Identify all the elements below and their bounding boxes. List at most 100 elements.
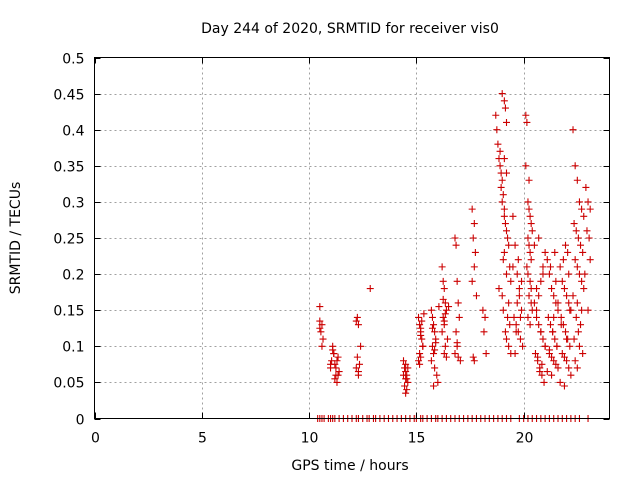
data-point-marker [353,353,361,361]
y-tick-label: 0.05 [53,376,84,392]
data-point-marker [500,212,508,220]
data-point-marker [573,263,581,271]
data-point-marker [417,324,425,332]
y-tick-label: 0.1 [62,340,84,356]
data-point-marker [543,368,551,376]
data-point-marker [562,241,570,249]
data-point-marker [558,277,566,285]
data-point-marker [431,364,439,372]
data-point-marker [334,371,342,379]
data-point-marker [434,378,442,386]
data-point-marker [334,353,342,361]
data-point-marker [525,176,533,184]
data-point-marker [527,220,535,228]
data-point-marker [354,321,362,329]
data-point-marker [573,364,581,372]
data-point-marker [498,90,506,98]
data-point-marker [453,277,461,285]
data-point-marker [503,270,510,278]
data-point-marker [557,321,565,329]
data-point-marker [416,321,424,329]
data-point-marker [524,270,532,278]
data-point-marker [522,162,530,170]
data-point-marker [501,104,509,112]
data-point-marker [545,270,553,278]
data-point-marker [443,335,451,343]
data-point-marker [584,306,592,314]
data-point-marker [500,155,508,163]
plot-frame [94,57,610,419]
data-point-marker [573,299,581,307]
data-point-marker [579,248,587,256]
data-point-marker [451,350,459,358]
data-point-marker [417,331,425,339]
data-point-marker [571,162,579,170]
data-point-marker [356,360,364,368]
data-point-marker [567,371,575,379]
data-point-marker [455,313,463,321]
data-point-marker [504,234,512,242]
data-point-marker [552,360,560,368]
data-point-marker [550,357,558,365]
data-point-marker [470,220,478,228]
data-point-marker [469,353,477,361]
data-point-marker [454,353,462,361]
data-point-marker [500,248,508,256]
data-point-marker [539,335,547,343]
data-point-marker [577,241,585,249]
data-point-marker [522,111,530,119]
data-point-marker [403,386,411,394]
data-point-marker [428,342,436,350]
data-point-marker [512,321,520,329]
data-point-marker [427,357,435,365]
data-point-marker [534,353,542,361]
data-point-marker [400,371,407,379]
data-point-marker [574,234,582,242]
data-point-marker [584,198,592,206]
data-point-marker [558,350,566,358]
data-point-marker [541,248,549,256]
data-point-marker [331,375,339,383]
data-point-marker [526,277,534,285]
data-point-marker [551,248,559,256]
data-point-marker [416,350,424,358]
data-point-marker [512,328,520,336]
data-point-marker [518,277,526,285]
data-point-marker [366,285,374,293]
data-point-marker [580,285,588,293]
data-point-marker [553,342,561,350]
data-point-marker [560,285,568,293]
data-point-marker [569,126,577,134]
data-point-marker [537,277,545,285]
data-point-marker [438,328,446,336]
data-point-marker [402,389,410,397]
data-point-marker [550,292,558,300]
data-point-marker [499,306,507,314]
data-point-marker [402,368,410,376]
data-point-marker [579,350,587,358]
data-point-marker [563,357,571,365]
data-point-marker [440,285,448,293]
data-point-marker [545,346,553,354]
data-point-marker [525,205,533,213]
data-point-marker [586,205,594,213]
data-point-marker [500,205,508,213]
data-point-marker [574,328,582,336]
data-point-marker [575,198,583,206]
data-point-marker [528,227,536,235]
data-point-marker [523,118,531,126]
data-point-marker [496,162,504,170]
data-point-marker [453,339,461,347]
y-tick-label: 0.3 [62,196,84,212]
data-point-marker [435,303,443,311]
data-point-marker [533,306,541,314]
data-point-marker [518,306,526,314]
data-point-marker [333,357,341,365]
data-point-marker [430,321,438,329]
data-point-marker [514,256,522,264]
data-point-marker [535,292,543,300]
data-point-marker [428,313,436,321]
data-point-marker [417,353,425,361]
data-point-marker [353,313,361,321]
